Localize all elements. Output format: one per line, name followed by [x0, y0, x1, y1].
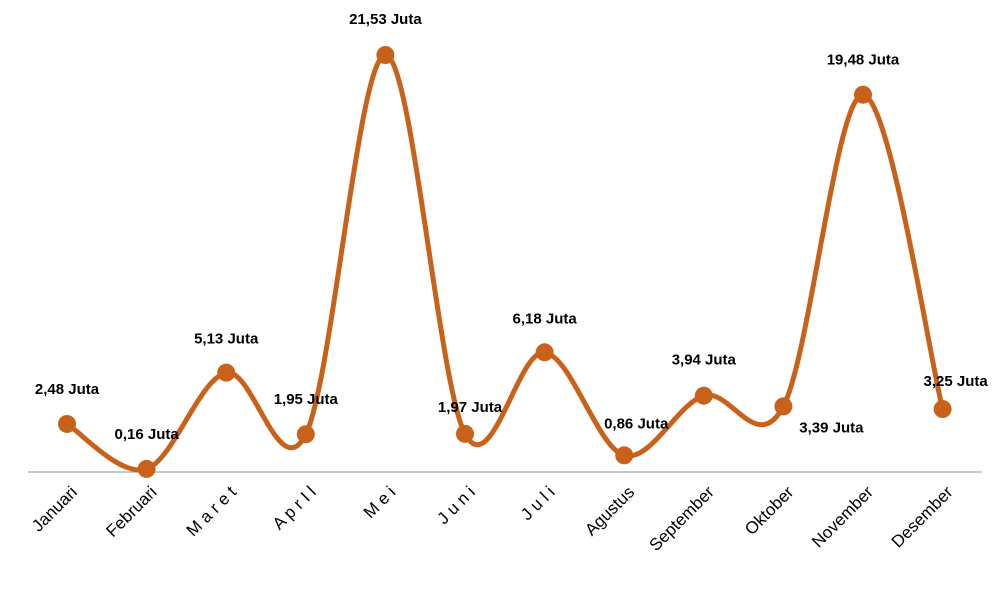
data-label: 2,48 Juta	[35, 381, 100, 398]
series-line	[65, 52, 946, 473]
data-label: 0,86 Juta	[604, 415, 669, 432]
data-label: 3,25 Juta	[923, 373, 988, 390]
point-marker	[694, 386, 713, 405]
point-marker	[137, 459, 156, 478]
point-marker	[217, 363, 236, 382]
x-tick-label: September	[646, 482, 718, 554]
x-tick-label: M a r e t	[183, 482, 241, 540]
point-marker	[615, 446, 634, 465]
data-label: 3,94 Juta	[672, 352, 737, 369]
data-label: 19,48 Juta	[827, 52, 900, 69]
point-marker	[58, 414, 76, 433]
data-label: 21,53 Juta	[349, 11, 422, 28]
data-label: 0,16 Juta	[114, 426, 179, 443]
point-marker	[376, 46, 395, 64]
x-tick-label: November	[808, 482, 877, 551]
x-tick-label: A p r I l	[269, 483, 320, 534]
data-label: 1,95 Juta	[274, 391, 339, 408]
point-marker	[296, 425, 315, 444]
x-tick-label: Desember	[888, 482, 957, 551]
data-label: 6,18 Juta	[512, 310, 577, 327]
point-marker	[535, 343, 554, 362]
x-tick-label: Agustus	[581, 483, 638, 540]
x-tick-label: Januari	[28, 483, 81, 536]
point-marker	[456, 424, 474, 443]
x-tick-label: Oktober	[741, 482, 797, 538]
data-label: 1,97 Juta	[438, 399, 503, 416]
data-label: 5,13 Juta	[194, 331, 259, 348]
x-tick-label: J u l i	[517, 483, 558, 524]
data-label: 3,39 Juta	[799, 419, 864, 436]
point-marker	[933, 400, 952, 419]
x-tick-label: J u n i	[433, 483, 479, 529]
point-marker	[854, 85, 872, 104]
x-tick-label: Februari	[102, 483, 160, 541]
x-tick-label: M e i	[360, 483, 399, 522]
point-marker	[774, 397, 793, 416]
